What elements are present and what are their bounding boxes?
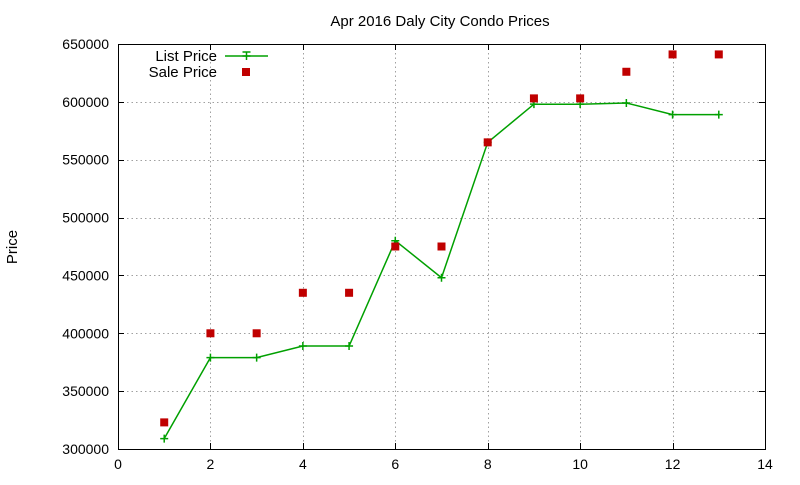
sale-price-point bbox=[206, 329, 215, 338]
sale-price-point bbox=[714, 50, 723, 59]
x-tick-label: 10 bbox=[572, 456, 588, 472]
y-axis-label: Price bbox=[4, 230, 21, 264]
sale-price-point bbox=[668, 50, 677, 59]
x-tick-label: 14 bbox=[757, 456, 773, 472]
y-tick-label: 500000 bbox=[62, 210, 109, 226]
legend: List Price Sale Price bbox=[149, 48, 268, 81]
list-price-point bbox=[622, 99, 631, 108]
legend-label-sale-price: Sale Price bbox=[149, 64, 217, 81]
y-tick-label: 450000 bbox=[62, 267, 109, 283]
sale-price-point bbox=[252, 329, 261, 338]
x-tick-label: 0 bbox=[114, 456, 122, 472]
sale-price-point bbox=[622, 67, 631, 76]
plot-frame bbox=[118, 44, 766, 450]
series-line-list-price bbox=[163, 102, 719, 439]
x-tick-label: 12 bbox=[665, 456, 681, 472]
sale-price-point bbox=[529, 94, 538, 103]
y-tick-label: 350000 bbox=[62, 383, 109, 399]
sale-price-point bbox=[437, 242, 446, 251]
y-tick-label: 400000 bbox=[62, 325, 109, 341]
x-tick-label: 4 bbox=[299, 456, 307, 472]
x-tick-label: 8 bbox=[484, 456, 492, 472]
y-tick-label: 300000 bbox=[62, 441, 109, 457]
x-tick-label: 2 bbox=[207, 456, 215, 472]
legend-label-list-price: List Price bbox=[155, 48, 217, 65]
legend-marker-list-price bbox=[242, 51, 251, 60]
y-tick-label: 550000 bbox=[62, 152, 109, 168]
y-tick-label: 650000 bbox=[62, 36, 109, 52]
list-price-point bbox=[252, 353, 261, 362]
chart-title: Apr 2016 Daly City Condo Prices bbox=[330, 13, 549, 30]
list-price-point bbox=[714, 110, 723, 119]
list-price-point bbox=[345, 342, 354, 351]
legend-marker-sale-price bbox=[242, 68, 250, 76]
list-price-point bbox=[668, 110, 677, 119]
x-tick-labels: 0 2 4 6 8 10 12 14 bbox=[114, 456, 773, 472]
series-layer bbox=[160, 50, 723, 443]
list-price-point bbox=[206, 353, 215, 362]
list-price-point bbox=[437, 273, 446, 282]
axis-ticks bbox=[118, 44, 766, 450]
sale-price-point bbox=[345, 288, 354, 297]
y-tick-label: 600000 bbox=[62, 94, 109, 110]
sale-price-point bbox=[298, 288, 307, 297]
x-tick-label: 6 bbox=[391, 456, 399, 472]
sale-price-point bbox=[160, 418, 169, 427]
sale-price-point bbox=[576, 94, 585, 103]
sale-price-point bbox=[391, 242, 400, 251]
y-tick-labels: 300000 350000 400000 450000 500000 550000 6000… bbox=[62, 36, 109, 457]
sale-price-point bbox=[483, 138, 492, 147]
list-price-point bbox=[160, 434, 169, 443]
list-price-point bbox=[298, 342, 307, 351]
